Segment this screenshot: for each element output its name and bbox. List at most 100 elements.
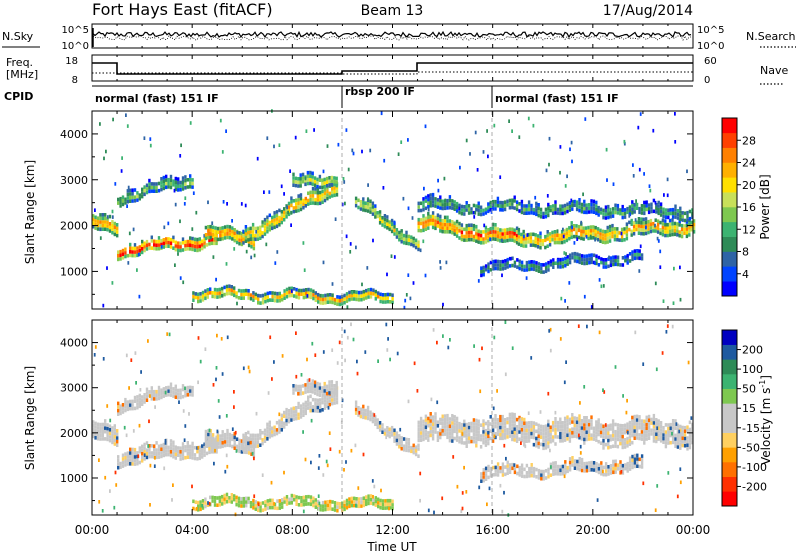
velocity-noise-cell <box>549 327 552 332</box>
velocity-echo-cell <box>691 433 694 438</box>
velocity-echo-cell <box>448 420 452 425</box>
power-echo-cell <box>231 229 234 234</box>
power-echo-cell <box>659 220 662 225</box>
power-echo-cell <box>357 298 361 302</box>
velocity-echo-cell <box>326 503 329 508</box>
velocity-echo-cell <box>101 429 104 434</box>
velocity-echo-cell <box>121 403 125 407</box>
x-tick-label: 16:00 <box>475 523 510 537</box>
velocity-echo-cell <box>537 476 541 480</box>
velocity-echo-cell <box>652 421 656 425</box>
velocity-echo-cell <box>635 429 639 433</box>
velocity-echo-cell <box>568 460 572 465</box>
power-echo-cell <box>659 202 663 206</box>
velocity-echo-cell <box>292 387 295 392</box>
power-echo-cell <box>379 296 382 300</box>
power-noise-cell <box>612 182 615 186</box>
velocity-echo-cell <box>650 421 653 425</box>
velocity-echo-cell <box>309 495 313 499</box>
power-echo-cell <box>523 264 526 269</box>
velocity-echo-cell <box>631 458 634 462</box>
velocity-echo-cell <box>365 502 368 507</box>
velocity-echo-cell <box>119 465 122 469</box>
velocity-echo-cell <box>245 500 248 504</box>
power-echo-cell <box>292 172 295 177</box>
velocity-echo-cell <box>628 431 632 436</box>
power-echo-cell <box>530 260 533 264</box>
velocity-echo-cell <box>412 447 415 451</box>
power-noise-cell <box>424 273 427 278</box>
velocity-echo-cell <box>174 452 177 457</box>
power-echo-cell <box>692 222 696 227</box>
power-echo-cell <box>99 213 102 217</box>
velocity-echo-cell <box>143 446 146 450</box>
power-echo-cell <box>165 185 168 190</box>
velocity-echo-cell <box>228 443 232 448</box>
velocity-echo-cell <box>600 472 603 476</box>
power-echo-cell <box>111 227 114 231</box>
power-echo-cell <box>184 175 187 179</box>
power-echo-cell <box>621 212 624 216</box>
power-echo-cell <box>384 300 387 304</box>
noise-right-tick-low: 10^0 <box>697 41 724 52</box>
power-echo-cell <box>669 211 672 216</box>
power-echo-cell <box>249 230 252 234</box>
velocity-echo-cell <box>571 434 574 439</box>
power-echo-cell <box>554 203 557 208</box>
power-noise-cell <box>253 253 256 258</box>
velocity-echo-cell <box>472 439 476 444</box>
power-echo-cell <box>692 226 696 230</box>
colorbar-tick-label: 15 <box>742 402 756 415</box>
velocity-echo-cell <box>181 445 185 450</box>
power-echo-cell <box>676 212 680 217</box>
velocity-echo-cell <box>602 424 605 429</box>
power-echo-cell <box>656 219 660 223</box>
velocity-echo-cell <box>167 452 170 457</box>
velocity-noise-cell <box>579 444 582 449</box>
power-echo-cell <box>443 222 447 227</box>
velocity-echo-cell <box>664 437 668 442</box>
power-echo-cell <box>169 182 173 186</box>
velocity-echo-cell <box>508 423 512 428</box>
velocity-echo-cell <box>177 392 180 396</box>
noise-right-tick-high: 10^5 <box>697 25 724 36</box>
power-echo-cell <box>326 293 329 297</box>
velocity-echo-cell <box>669 422 672 427</box>
power-echo-cell <box>193 248 197 252</box>
velocity-echo-cell <box>181 453 185 457</box>
velocity-echo-cell <box>335 380 338 385</box>
velocity-echo-cell <box>602 442 605 447</box>
power-echo-cell <box>305 295 308 299</box>
velocity-echo-cell <box>436 424 440 428</box>
velocity-echo-cell <box>328 380 331 384</box>
power-echo-cell <box>680 231 684 235</box>
velocity-echo-cell <box>353 496 356 501</box>
velocity-noise-cell <box>604 423 607 427</box>
power-echo-cell <box>371 212 375 216</box>
velocity-echo-cell <box>111 437 114 441</box>
power-echo-cell <box>186 247 189 251</box>
velocity-echo-cell <box>184 445 187 449</box>
nave-label: Nave <box>760 64 788 77</box>
power-echo-cell <box>556 265 560 269</box>
power-echo-cell <box>472 203 476 208</box>
velocity-echo-cell <box>652 424 656 429</box>
velocity-echo-cell <box>479 445 483 449</box>
colorbar-tick-label: 12 <box>742 223 756 236</box>
power-echo-cell <box>539 235 542 239</box>
power-echo-cell <box>584 229 588 234</box>
power-echo-cell <box>304 204 307 208</box>
power-echo-cell <box>475 204 478 208</box>
velocity-echo-cell <box>647 414 651 419</box>
velocity-echo-cell <box>189 455 192 460</box>
power-echo-cell <box>167 240 170 245</box>
power-echo-cell <box>482 272 485 277</box>
velocity-echo-cell <box>211 436 215 441</box>
power-echo-cell <box>487 231 490 236</box>
power-echo-cell <box>446 206 449 210</box>
power-echo-cell <box>362 293 365 298</box>
velocity-echo-cell <box>129 462 132 466</box>
colorbar-swatch <box>722 462 737 477</box>
cpid-segment-2: rbsp 200 IF <box>345 85 415 98</box>
